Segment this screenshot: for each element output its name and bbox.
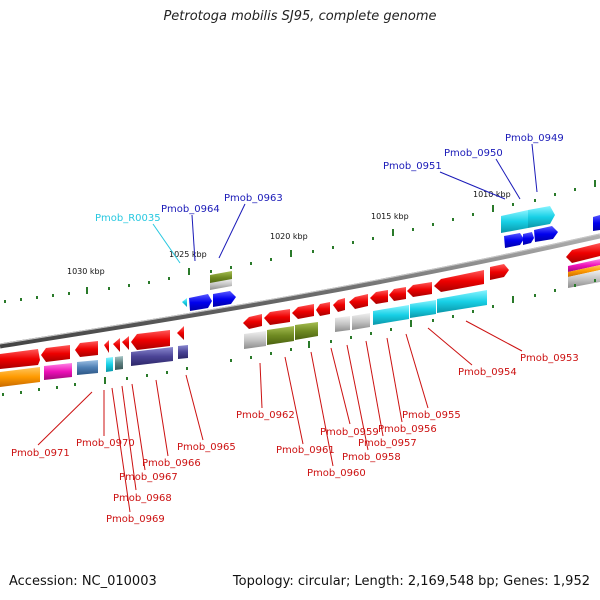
- gene-label-pmob-r0035[interactable]: Pmob_R0035: [95, 213, 161, 224]
- gene-arrow: [501, 210, 528, 233]
- gene-label-pmob-0962[interactable]: Pmob_0962: [236, 410, 295, 421]
- bottom-leader-lines: [37, 320, 523, 513]
- gene-label-pmob-0954[interactable]: Pmob_0954: [458, 367, 517, 378]
- kbp-label-1030: 1030 kbp: [67, 267, 105, 276]
- gene-arrow: [210, 279, 232, 290]
- gene-arrow: [264, 309, 290, 325]
- gene-arrow: [568, 270, 600, 288]
- gene-arrow: [189, 294, 212, 311]
- gene-label-pmob-0956[interactable]: Pmob_0956: [378, 424, 437, 435]
- gene-arrow: [0, 349, 40, 369]
- kbp-label-1010: 1010 kbp: [473, 190, 511, 199]
- accession-text: Accession: NC_010003: [9, 574, 157, 589]
- gene-label-pmob-0955[interactable]: Pmob_0955: [402, 410, 461, 421]
- kbp-label-1025: 1025 kbp: [169, 250, 207, 259]
- gene-arrow: [349, 294, 368, 309]
- gene-label-pmob-0953[interactable]: Pmob_0953: [520, 353, 579, 364]
- gene-label-pmob-0949[interactable]: Pmob_0949: [505, 133, 564, 144]
- gene-arrow: [568, 265, 600, 277]
- top-gene-labels: Pmob_0949 Pmob_0950 Pmob_0951 Pmob_0963 …: [95, 133, 564, 224]
- gene-arrow: [104, 340, 109, 353]
- gene-label-pmob-0960[interactable]: Pmob_0960: [307, 468, 366, 479]
- gene-arrow: [243, 314, 262, 329]
- gene-arrow: [370, 290, 388, 304]
- outer-tick-ruler: 1030 kbp 1025 kbp 1020 kbp 1015 kbp 1010…: [4, 180, 596, 303]
- gene-label-pmob-0968[interactable]: Pmob_0968: [113, 493, 172, 504]
- gene-arrow: [41, 345, 70, 362]
- genome-stats-text: Topology: circular; Length: 2,169,548 bp…: [232, 574, 590, 589]
- gene-label-pmob-0963[interactable]: Pmob_0963: [224, 193, 283, 204]
- genome-backbone: [0, 233, 600, 349]
- gene-label-pmob-0965[interactable]: Pmob_0965: [177, 442, 236, 453]
- bottom-gene-labels: Pmob_0953 Pmob_0954 Pmob_0955 Pmob_0956 …: [11, 353, 579, 525]
- gene-label-pmob-0951[interactable]: Pmob_0951: [383, 161, 442, 172]
- gene-arrow: [292, 304, 314, 319]
- gene-arrow: [437, 290, 487, 313]
- gene-arrow: [44, 363, 72, 380]
- gene-label-pmob-0969[interactable]: Pmob_0969: [106, 514, 165, 525]
- gene-arrow: [213, 291, 236, 307]
- gene-arrow: [566, 243, 600, 263]
- gene-arrow: [407, 282, 432, 297]
- gene-arrow: [106, 357, 113, 372]
- gene-arrow: [122, 336, 129, 350]
- gene-arrow: [523, 232, 534, 245]
- gene-arrow: [504, 233, 524, 248]
- gene-label-pmob-0950[interactable]: Pmob_0950: [444, 148, 503, 159]
- gene-arrow: [77, 360, 98, 375]
- gene-arrow: [295, 322, 318, 340]
- gene-arrow: [352, 313, 370, 330]
- gene-arrow: [434, 270, 484, 292]
- gene-arrow: [177, 326, 184, 340]
- gene-label-pmob-0967[interactable]: Pmob_0967: [119, 472, 178, 483]
- gene-label-pmob-0958[interactable]: Pmob_0958: [342, 452, 401, 463]
- map-title: Petrotoga mobilis SJ95, complete genome: [163, 9, 437, 24]
- gene-arrow: [410, 300, 436, 318]
- kbp-label-1015: 1015 kbp: [371, 212, 409, 221]
- gene-arrow: [316, 302, 330, 316]
- kbp-label-1020: 1020 kbp: [270, 232, 308, 241]
- gene-arrow: [115, 356, 123, 370]
- gene-arrow: [131, 347, 173, 366]
- gene-arrow: [593, 215, 600, 231]
- inner-tick-ruler: [2, 279, 596, 396]
- gene-arrow: [131, 330, 170, 350]
- gene-arrow: [244, 331, 266, 349]
- gene-arrow: [534, 226, 558, 242]
- gene-arrow: [373, 305, 409, 325]
- gene-label-pmob-0970[interactable]: Pmob_0970: [76, 438, 135, 449]
- gene-arrow: [182, 298, 187, 307]
- gene-label-pmob-0959[interactable]: Pmob_0959: [320, 427, 379, 438]
- gene-arrow: [568, 259, 600, 272]
- gene-arrow: [113, 338, 120, 352]
- gene-arrow: [333, 298, 345, 312]
- forward-strand-genes: [182, 206, 600, 311]
- gene-arrow: [75, 341, 98, 357]
- gene-label-pmob-0964[interactable]: Pmob_0964: [161, 204, 220, 215]
- gene-arrow: [490, 264, 509, 280]
- gene-arrow: [0, 367, 40, 387]
- gene-arrow: [528, 206, 555, 228]
- gene-label-pmob-0961[interactable]: Pmob_0961: [276, 445, 335, 456]
- gene-arrow: [267, 326, 294, 345]
- gene-arrow: [335, 316, 350, 332]
- reverse-strand-genes: [0, 243, 600, 387]
- gene-label-pmob-0957[interactable]: Pmob_0957: [358, 438, 417, 449]
- gene-arrow: [178, 345, 188, 359]
- top-leader-lines: [152, 143, 538, 264]
- gene-label-pmob-0971[interactable]: Pmob_0971: [11, 448, 70, 459]
- gene-label-pmob-0966[interactable]: Pmob_0966: [142, 458, 201, 469]
- gene-arrow: [389, 287, 406, 301]
